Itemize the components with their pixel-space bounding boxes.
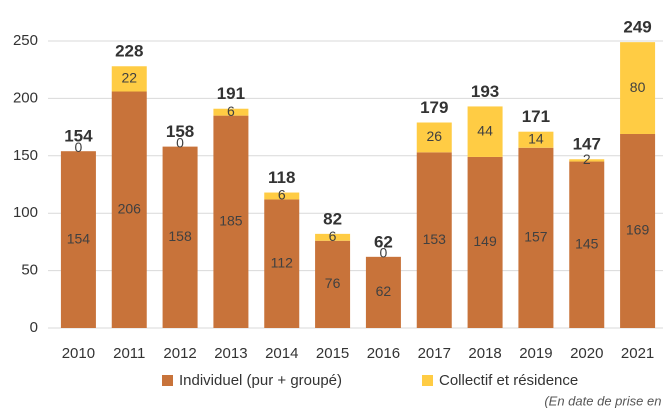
segment-label: 14 bbox=[528, 130, 544, 146]
x-tick-label: 2013 bbox=[214, 345, 247, 362]
segment-label: 0 bbox=[380, 245, 388, 261]
y-tick-label: 100 bbox=[13, 204, 38, 221]
footnote: (En date de prise en compte) bbox=[544, 393, 663, 408]
segment-label: 2 bbox=[583, 151, 591, 167]
total-label: 179 bbox=[420, 98, 448, 117]
x-tick-label: 2015 bbox=[316, 345, 349, 362]
segment-label: 6 bbox=[278, 187, 286, 203]
segment-label: 26 bbox=[426, 128, 442, 144]
bar-segment bbox=[315, 233, 351, 241]
bar-segment bbox=[467, 156, 503, 328]
total-label: 118 bbox=[268, 168, 295, 187]
legend-label: Individuel (pur + groupé) bbox=[179, 372, 342, 389]
x-tick-label: 2012 bbox=[163, 345, 196, 362]
bar-segment bbox=[111, 91, 147, 329]
x-tick-label: 2014 bbox=[265, 345, 298, 362]
segment-label: 149 bbox=[473, 233, 497, 249]
bar-segment bbox=[365, 256, 401, 328]
segment-label: 158 bbox=[168, 228, 192, 244]
bar-segment bbox=[518, 147, 554, 328]
total-label: 228 bbox=[115, 42, 143, 61]
total-label: 154 bbox=[64, 127, 93, 146]
x-tick-label: 2016 bbox=[367, 345, 400, 362]
segment-label: 153 bbox=[423, 231, 447, 247]
segment-label: 112 bbox=[271, 254, 294, 270]
bar-segment bbox=[416, 152, 452, 328]
bar-segment bbox=[162, 146, 198, 328]
segment-label: 80 bbox=[630, 79, 646, 95]
segment-label: 0 bbox=[75, 139, 83, 155]
y-tick-label: 0 bbox=[30, 319, 38, 336]
total-label: 62 bbox=[374, 232, 393, 251]
bar-segment bbox=[264, 192, 300, 200]
x-tick-label: 2021 bbox=[621, 345, 654, 362]
segment-label: 44 bbox=[477, 122, 493, 138]
total-label: 158 bbox=[166, 122, 194, 141]
segment-label: 169 bbox=[626, 222, 650, 238]
segment-label: 154 bbox=[67, 230, 91, 246]
bar-segment bbox=[315, 240, 351, 328]
y-tick-label: 200 bbox=[13, 89, 38, 106]
bar-segment bbox=[467, 106, 503, 157]
bar-segment bbox=[518, 131, 554, 148]
legend-swatch bbox=[162, 375, 173, 386]
segment-label: 157 bbox=[524, 229, 548, 245]
bar-segment bbox=[569, 159, 605, 162]
bar-segment bbox=[569, 161, 605, 328]
segment-label: 6 bbox=[227, 103, 235, 119]
y-tick-label: 150 bbox=[13, 147, 38, 164]
legend-swatch bbox=[422, 375, 433, 386]
bar-segment bbox=[620, 133, 656, 328]
bar-segment bbox=[620, 42, 656, 134]
segment-label: 22 bbox=[121, 70, 137, 86]
x-tick-label: 2020 bbox=[570, 345, 603, 362]
x-tick-label: 2017 bbox=[418, 345, 451, 362]
segment-label: 206 bbox=[118, 200, 142, 216]
total-label: 191 bbox=[217, 84, 245, 103]
bar-segment bbox=[213, 108, 249, 116]
total-label: 82 bbox=[323, 209, 342, 228]
x-tick-label: 2011 bbox=[113, 345, 145, 362]
total-label: 193 bbox=[471, 82, 499, 101]
segment-label: 62 bbox=[376, 283, 392, 299]
bar-segment bbox=[416, 122, 452, 153]
segment-label: 76 bbox=[325, 275, 341, 291]
segment-label: 145 bbox=[575, 235, 599, 251]
total-label: 171 bbox=[522, 107, 550, 126]
bar-segment bbox=[264, 199, 300, 328]
bar-segment bbox=[213, 115, 249, 329]
total-label: 249 bbox=[623, 18, 651, 37]
x-tick-label: 2010 bbox=[62, 345, 95, 362]
x-tick-label: 2018 bbox=[468, 345, 501, 362]
legend-label: Collectif et résidence bbox=[439, 372, 578, 389]
x-tick-label: 2019 bbox=[519, 345, 552, 362]
segment-label: 6 bbox=[329, 228, 337, 244]
segment-label: 185 bbox=[219, 213, 243, 229]
segment-label: 0 bbox=[176, 134, 184, 150]
bar-segment bbox=[60, 151, 96, 328]
bar-segment bbox=[111, 66, 147, 92]
y-tick-label: 250 bbox=[13, 32, 38, 49]
total-label: 147 bbox=[573, 135, 601, 154]
y-tick-label: 50 bbox=[21, 262, 38, 279]
